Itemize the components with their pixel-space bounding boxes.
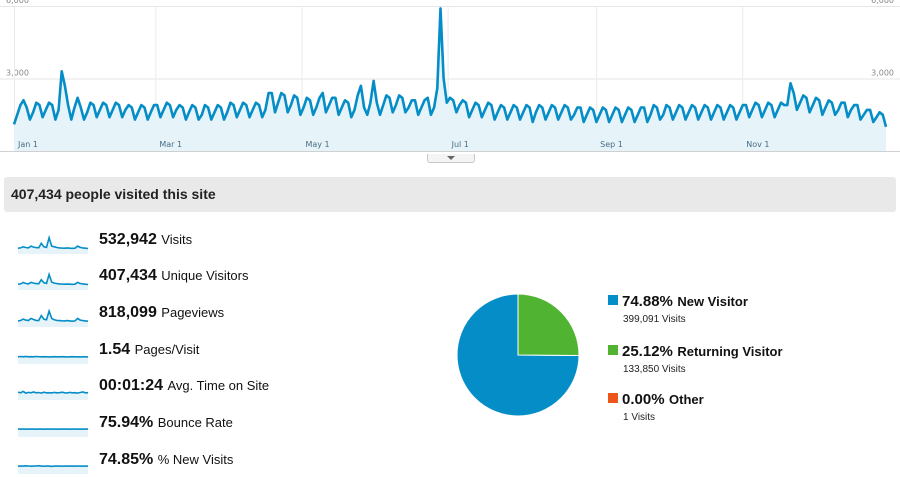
legend-label: Returning Visitor xyxy=(677,344,783,359)
legend-swatch xyxy=(608,295,618,305)
legend-percent: 25.12% xyxy=(622,343,673,360)
legend-visits: 1 Visits xyxy=(623,412,656,423)
x-tick-label: Jul 1 xyxy=(451,140,469,149)
pie-slice-new-visitor xyxy=(456,293,580,417)
metric-label: Pageviews xyxy=(161,305,225,320)
chevron-down-icon xyxy=(447,156,455,160)
legend-item-returning-visitor: 25.12% Returning Visitor 133,850 Visits xyxy=(608,343,783,375)
series-area xyxy=(14,8,886,152)
sparkline-icon xyxy=(18,234,88,254)
sparkline-area xyxy=(18,311,88,327)
visits-over-time-chart: 6,000 6,000 3,000 3,000 Jan 1 Mar 1 May 1 Jul 1… xyxy=(0,0,900,152)
legend-label: Other xyxy=(669,392,704,407)
legend-swatch xyxy=(608,393,618,403)
metric-new-visits: 74.85% % New Visits xyxy=(18,451,398,475)
legend-visits: 399,091 Visits xyxy=(623,314,686,325)
x-tick-label: Sep 1 xyxy=(600,140,623,149)
x-tick-label: May 1 xyxy=(305,140,329,149)
summary-title: 407,434 people visited this site xyxy=(11,186,216,202)
metric-label: % New Visits xyxy=(157,452,234,467)
sparkline-line xyxy=(18,464,88,468)
sparkline-icon xyxy=(18,428,88,437)
metric-pageviews: 818,099 Pageviews xyxy=(18,304,398,328)
sparkline-icon xyxy=(18,390,88,400)
sparkline-line xyxy=(18,390,88,394)
summary-header: 407,434 people visited this site xyxy=(4,177,896,212)
y-tick-label-left: 6,000 xyxy=(6,0,29,5)
metric-unique-visitors: 407,434 Unique Visitors xyxy=(18,267,398,291)
legend-item-new-visitor: 74.88% New Visitor 399,091 Visits xyxy=(608,293,748,325)
visitor-type-pie-chart xyxy=(456,293,580,417)
metric-value: 407,434 xyxy=(99,267,157,284)
sparkline-line xyxy=(18,308,88,323)
metric-label: Pages/Visit xyxy=(134,342,200,357)
sparkline-line xyxy=(18,355,88,358)
y-tick-label-right: 3,000 xyxy=(871,69,894,78)
metric-bounce-rate: 75.94% Bounce Rate xyxy=(18,414,398,438)
x-tick-label: Mar 1 xyxy=(159,140,182,149)
metric-label: Unique Visitors xyxy=(161,268,249,283)
sparkline-area xyxy=(18,429,88,437)
y-tick-label-left: 3,000 xyxy=(6,69,29,78)
sparkline-area xyxy=(18,465,88,474)
y-tick-label-right: 6,000 xyxy=(871,0,894,5)
pie-slice-returning-visitor xyxy=(517,293,580,356)
metric-avg-time-on-site: 00:01:24 Avg. Time on Site xyxy=(18,377,398,401)
metric-value: 74.85% xyxy=(99,451,154,468)
legend-percent: 74.88% xyxy=(622,293,673,310)
sparkline-line xyxy=(18,271,88,286)
sparkline-area xyxy=(18,391,88,400)
sparkline-icon xyxy=(18,308,88,327)
legend-label: New Visitor xyxy=(677,294,748,309)
metric-value: 00:01:24 xyxy=(99,377,164,394)
series-line xyxy=(12,7,888,128)
sparkline-area xyxy=(18,237,88,254)
metric-value: 818,099 xyxy=(99,304,157,321)
legend-item-other: 0.00% Other 1 Visits xyxy=(608,391,704,423)
metric-visits: 532,942 Visits xyxy=(18,231,398,255)
metric-value: 75.94% xyxy=(99,414,154,431)
metric-label: Visits xyxy=(161,232,193,247)
metric-pages-per-visit: 1.54 Pages/Visit xyxy=(18,341,398,365)
sparkline-line xyxy=(18,234,88,250)
sparkline-area xyxy=(18,274,88,290)
sparkline-icon xyxy=(18,355,88,364)
x-tick-label: Jan 1 xyxy=(17,140,38,149)
legend-swatch xyxy=(608,345,618,355)
metric-value: 532,942 xyxy=(99,231,157,248)
metric-label: Bounce Rate xyxy=(157,415,233,430)
metric-value: 1.54 xyxy=(99,341,131,358)
sparkline-icon xyxy=(18,464,88,474)
metric-label: Avg. Time on Site xyxy=(167,378,270,393)
sparkline-area xyxy=(18,356,88,364)
legend-visits: 133,850 Visits xyxy=(623,364,686,375)
chart-collapse-toggle[interactable] xyxy=(427,154,475,163)
sparkline-icon xyxy=(18,271,88,290)
x-tick-label: Nov 1 xyxy=(746,140,769,149)
legend-percent: 0.00% xyxy=(622,391,665,408)
